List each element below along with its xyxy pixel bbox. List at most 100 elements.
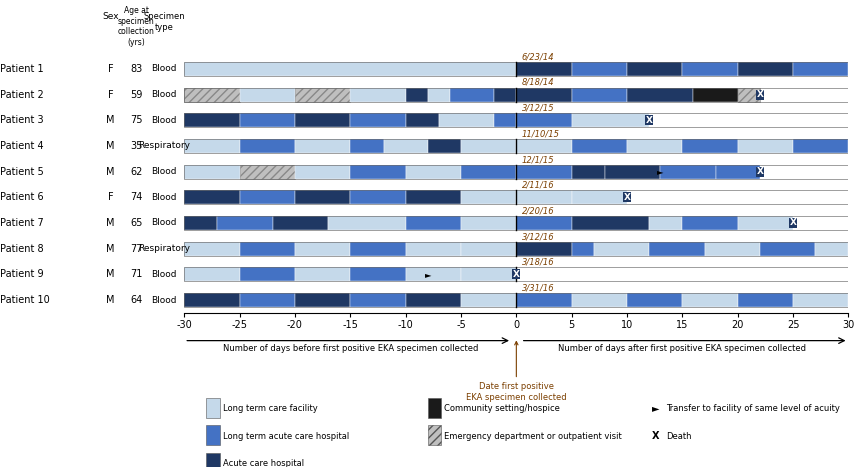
Text: Blood: Blood bbox=[151, 116, 177, 125]
Bar bbox=[516, 190, 572, 205]
Text: X: X bbox=[757, 90, 764, 99]
Bar bbox=[594, 241, 650, 256]
Bar bbox=[760, 241, 815, 256]
Text: Patient 1: Patient 1 bbox=[0, 64, 44, 74]
Text: 3/12/16: 3/12/16 bbox=[522, 232, 554, 241]
Text: Emergency department or outpatient visit: Emergency department or outpatient visit bbox=[445, 432, 622, 441]
Text: Age at
specimen
collection
(yrs): Age at specimen collection (yrs) bbox=[118, 6, 155, 47]
Bar bbox=[682, 216, 738, 230]
Text: 83: 83 bbox=[130, 64, 142, 74]
Bar bbox=[295, 293, 351, 307]
Bar bbox=[428, 139, 461, 153]
Bar bbox=[240, 164, 295, 179]
Bar bbox=[405, 293, 461, 307]
Bar bbox=[605, 164, 660, 179]
Bar bbox=[184, 87, 240, 102]
Bar bbox=[184, 216, 848, 230]
Bar bbox=[738, 139, 793, 153]
Bar bbox=[793, 293, 848, 307]
Text: M: M bbox=[106, 141, 115, 151]
Bar bbox=[351, 139, 383, 153]
Bar bbox=[184, 62, 848, 76]
Bar bbox=[240, 190, 295, 205]
Bar bbox=[461, 241, 516, 256]
Bar bbox=[572, 241, 594, 256]
Text: 65: 65 bbox=[130, 218, 142, 228]
Bar bbox=[627, 87, 693, 102]
Text: Blood: Blood bbox=[151, 296, 177, 304]
Bar bbox=[240, 113, 295, 127]
Text: Death: Death bbox=[666, 432, 692, 441]
Text: Long term acute care hospital: Long term acute care hospital bbox=[223, 432, 350, 441]
Bar bbox=[428, 397, 441, 417]
Text: M: M bbox=[106, 244, 115, 254]
Bar bbox=[351, 87, 405, 102]
Bar bbox=[405, 241, 461, 256]
Text: Respiratory: Respiratory bbox=[138, 244, 190, 253]
Text: 6/23/14: 6/23/14 bbox=[522, 52, 554, 61]
Bar bbox=[184, 139, 848, 153]
Bar bbox=[184, 139, 240, 153]
Text: 2/20/16: 2/20/16 bbox=[522, 206, 554, 215]
Text: X: X bbox=[645, 116, 653, 125]
Bar bbox=[240, 267, 295, 282]
Text: X: X bbox=[789, 219, 797, 227]
Bar bbox=[572, 139, 627, 153]
Bar bbox=[405, 190, 461, 205]
Bar bbox=[450, 87, 494, 102]
Bar bbox=[405, 216, 461, 230]
Text: X: X bbox=[652, 431, 660, 441]
Text: Patient 7: Patient 7 bbox=[0, 218, 44, 228]
Text: F: F bbox=[108, 90, 113, 99]
Bar bbox=[428, 425, 441, 446]
Bar bbox=[184, 113, 848, 127]
Bar bbox=[405, 87, 428, 102]
Text: Blood: Blood bbox=[151, 167, 177, 176]
Bar bbox=[461, 267, 516, 282]
Bar bbox=[184, 190, 848, 205]
Bar bbox=[184, 293, 848, 307]
Bar bbox=[516, 164, 572, 179]
Bar bbox=[405, 113, 439, 127]
Bar bbox=[494, 87, 516, 102]
Text: M: M bbox=[106, 295, 115, 305]
Bar bbox=[494, 113, 516, 127]
Bar bbox=[572, 216, 649, 230]
Bar bbox=[738, 293, 793, 307]
Bar bbox=[516, 113, 572, 127]
Bar bbox=[184, 164, 240, 179]
Bar bbox=[207, 397, 219, 417]
Text: X: X bbox=[624, 193, 631, 202]
Bar bbox=[682, 139, 738, 153]
Bar bbox=[184, 190, 240, 205]
Bar bbox=[572, 293, 627, 307]
Bar bbox=[351, 293, 405, 307]
Bar bbox=[273, 216, 328, 230]
Bar bbox=[405, 164, 461, 179]
Text: Patient 3: Patient 3 bbox=[0, 115, 44, 125]
Text: Blood: Blood bbox=[151, 270, 177, 279]
Text: Blood: Blood bbox=[151, 193, 177, 202]
Text: 8/18/14: 8/18/14 bbox=[522, 78, 554, 87]
Bar bbox=[650, 241, 704, 256]
Text: M: M bbox=[106, 218, 115, 228]
Bar bbox=[184, 267, 848, 282]
Text: Patient 6: Patient 6 bbox=[0, 192, 44, 202]
Bar bbox=[295, 139, 351, 153]
Text: 3/12/15: 3/12/15 bbox=[522, 104, 554, 113]
Bar bbox=[184, 267, 240, 282]
Bar bbox=[351, 267, 405, 282]
Bar bbox=[184, 62, 516, 76]
Text: 3/31/16: 3/31/16 bbox=[522, 283, 554, 292]
Text: Respiratory: Respiratory bbox=[138, 142, 190, 150]
Text: F: F bbox=[108, 192, 113, 202]
Bar bbox=[461, 293, 516, 307]
Text: 3/18/16: 3/18/16 bbox=[522, 258, 554, 267]
Text: Patient 10: Patient 10 bbox=[0, 295, 50, 305]
Text: Date first positive
EKA specimen collected: Date first positive EKA specimen collect… bbox=[466, 341, 566, 402]
Bar bbox=[184, 87, 848, 102]
Text: ►: ► bbox=[657, 167, 663, 176]
Text: 59: 59 bbox=[130, 90, 142, 99]
Bar bbox=[516, 293, 572, 307]
Bar bbox=[295, 164, 351, 179]
